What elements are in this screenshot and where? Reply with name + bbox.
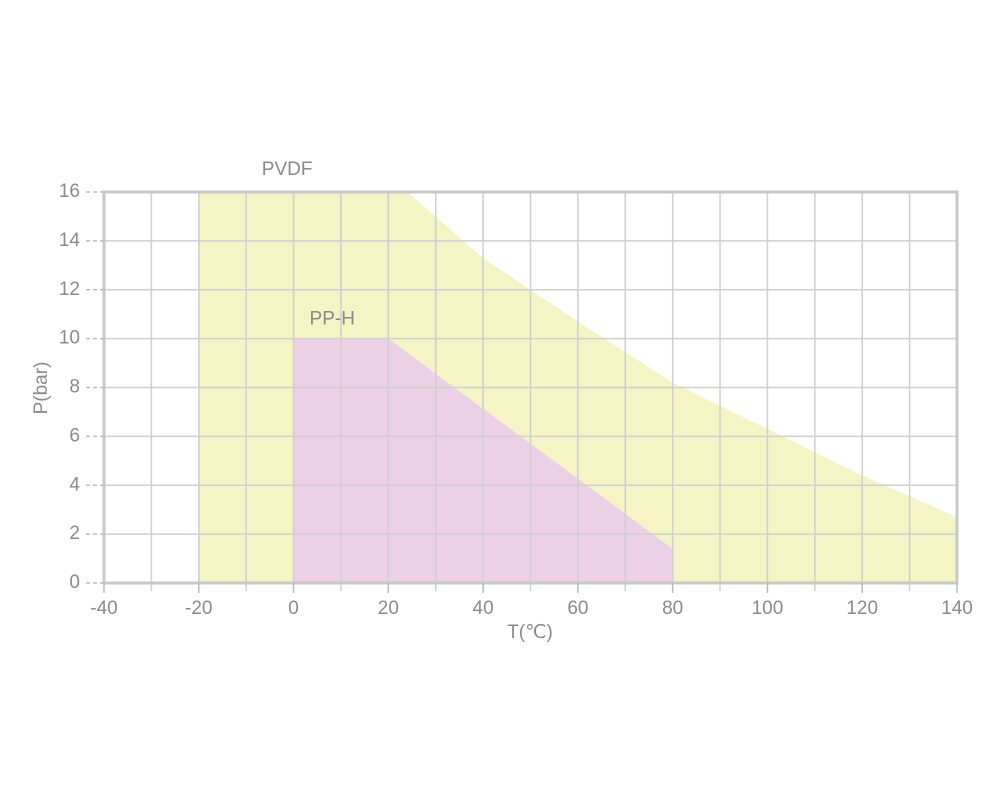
x-tick-label: 60 (567, 598, 588, 619)
series-label: PP-H (310, 309, 355, 330)
y-tick-label: 14 (59, 230, 81, 251)
x-tick-label: 140 (941, 598, 973, 619)
x-tick-label: 0 (288, 598, 299, 619)
x-tick-label: 80 (662, 598, 683, 619)
x-tick-label: -20 (185, 598, 212, 619)
y-tick-label: 4 (69, 474, 80, 495)
y-tick-label: 0 (69, 572, 80, 593)
x-tick-label: 40 (473, 598, 494, 619)
y-tick-label: 2 (69, 523, 80, 544)
y-tick-label: 8 (69, 377, 80, 398)
x-tick-label: 20 (378, 598, 399, 619)
y-tick-label: 6 (69, 425, 80, 446)
series-label: PVDF (262, 159, 313, 180)
x-tick-label: 100 (752, 598, 784, 619)
x-axis-label: T(℃) (507, 622, 553, 643)
y-tick-label: 12 (59, 279, 80, 300)
x-tick-label: 120 (846, 598, 878, 619)
y-tick-label: 16 (59, 181, 80, 202)
x-tick-label: -40 (90, 598, 117, 619)
y-tick-label: 10 (59, 328, 80, 349)
y-axis-label: P(bar) (31, 362, 52, 415)
